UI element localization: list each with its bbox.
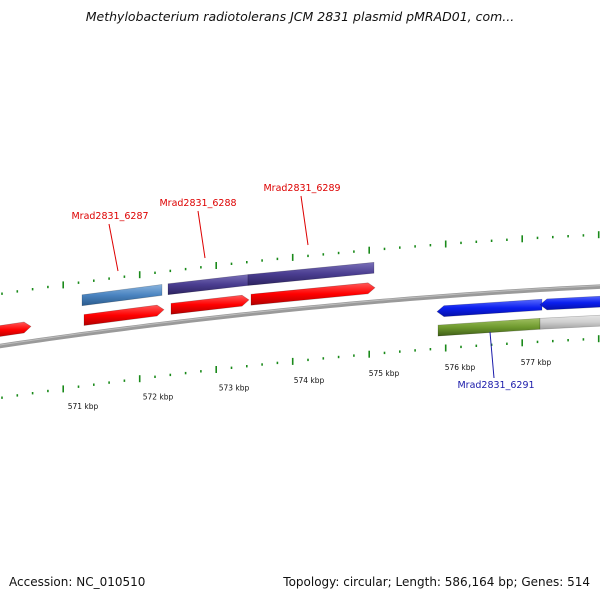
- gene-label[interactable]: Mrad2831_6287: [71, 211, 148, 222]
- scale-label: 577 kbp: [521, 358, 552, 367]
- gene-arrow-red[interactable]: [170, 294, 250, 315]
- scale-ruler: 571 kbp 572 kbp 573 kbp 574 kbp 575 kbp 576 k…: [1, 231, 600, 411]
- scale-label: 571 kbp: [68, 402, 99, 411]
- gene-label[interactable]: Mrad2831_6291: [457, 380, 534, 391]
- gene-arrow-purple[interactable]: [247, 261, 375, 286]
- gene-arrow-red[interactable]: [250, 282, 376, 306]
- map-title: Methylobacterium radiotolerans JCM 2831 …: [85, 9, 515, 24]
- gene-arrow-red[interactable]: [83, 304, 165, 326]
- scale-label: 576 kbp: [445, 363, 476, 372]
- scale-label: 573 kbp: [219, 384, 250, 393]
- backbone-line: [0, 284, 600, 349]
- backbone-highlight: [0, 285, 600, 346]
- accession-label: Accession: NC_010510: [9, 575, 146, 589]
- gene-arrow-blue[interactable]: [539, 295, 600, 311]
- gene-arrow-red[interactable]: [0, 321, 32, 338]
- gene-label[interactable]: Mrad2831_6289: [263, 183, 340, 194]
- gene-arrow-olive[interactable]: [437, 317, 541, 337]
- gene-track: [0, 261, 600, 338]
- gene-label-layer: Mrad2831_6287 Mrad2831_6288 Mrad2831_6289 M…: [71, 183, 534, 391]
- scale-label: 574 kbp: [294, 376, 325, 385]
- gene-leader-line: [300, 195, 309, 246]
- gene-leader-line: [108, 223, 119, 272]
- gene-arrow-grey[interactable]: [539, 314, 600, 330]
- topology-label: Topology: circular; Length: 586,164 bp; …: [283, 575, 590, 589]
- scale-label: 572 kbp: [143, 392, 174, 401]
- gene-arrow-purple[interactable]: [167, 274, 249, 296]
- gene-arrow-steelblue[interactable]: [81, 284, 163, 307]
- gene-leader-line: [489, 331, 495, 379]
- gene-label[interactable]: Mrad2831_6288: [159, 198, 236, 209]
- plasmid-backbone: [0, 284, 600, 349]
- scale-label: 575 kbp: [369, 369, 400, 378]
- gene-leader-line: [197, 210, 206, 259]
- gene-arrow-blue[interactable]: [436, 298, 543, 317]
